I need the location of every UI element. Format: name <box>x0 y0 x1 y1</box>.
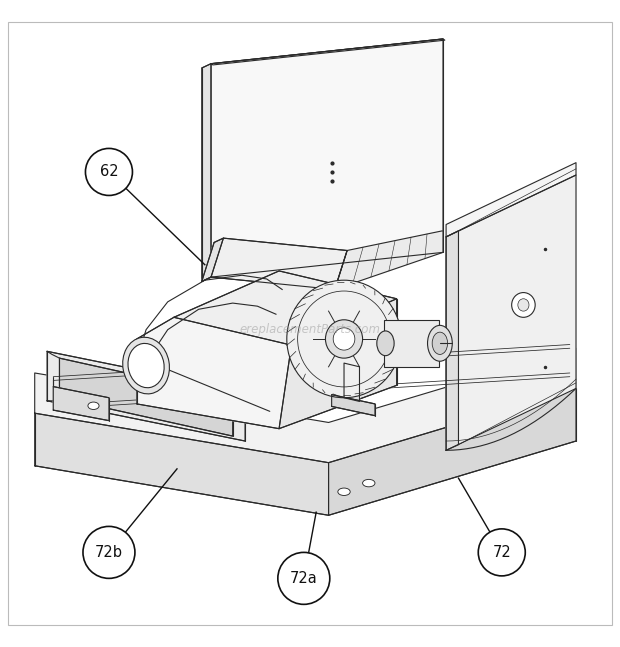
Polygon shape <box>446 231 458 450</box>
Polygon shape <box>202 238 223 281</box>
Circle shape <box>478 529 525 576</box>
Polygon shape <box>446 175 576 450</box>
Ellipse shape <box>428 325 452 361</box>
Polygon shape <box>47 351 245 441</box>
Polygon shape <box>211 39 445 65</box>
Circle shape <box>86 148 133 195</box>
Ellipse shape <box>377 331 394 356</box>
Ellipse shape <box>326 320 363 358</box>
Polygon shape <box>53 387 109 421</box>
Polygon shape <box>202 63 211 281</box>
Text: 72a: 72a <box>290 571 317 586</box>
Ellipse shape <box>128 344 164 388</box>
Text: 62: 62 <box>100 164 118 179</box>
Polygon shape <box>332 395 375 415</box>
Polygon shape <box>279 299 397 429</box>
Ellipse shape <box>518 299 529 311</box>
Ellipse shape <box>432 332 448 355</box>
Text: ereplacementParts.com: ereplacementParts.com <box>239 324 381 336</box>
Circle shape <box>278 553 330 604</box>
Polygon shape <box>35 413 329 515</box>
Ellipse shape <box>287 280 401 398</box>
Polygon shape <box>137 317 291 429</box>
Polygon shape <box>60 358 233 436</box>
Bar <box>384 320 439 367</box>
Polygon shape <box>174 271 397 345</box>
Polygon shape <box>211 238 347 289</box>
Ellipse shape <box>512 292 535 317</box>
Text: 72b: 72b <box>95 545 123 560</box>
Ellipse shape <box>123 337 169 394</box>
Polygon shape <box>35 348 576 463</box>
Ellipse shape <box>338 488 350 496</box>
Polygon shape <box>335 231 443 289</box>
Circle shape <box>83 527 135 578</box>
Ellipse shape <box>333 328 355 350</box>
Text: 72: 72 <box>492 545 511 560</box>
Polygon shape <box>211 39 443 277</box>
Polygon shape <box>344 363 360 401</box>
Ellipse shape <box>363 479 375 487</box>
Polygon shape <box>446 162 576 237</box>
Ellipse shape <box>88 402 99 410</box>
Polygon shape <box>329 388 576 515</box>
